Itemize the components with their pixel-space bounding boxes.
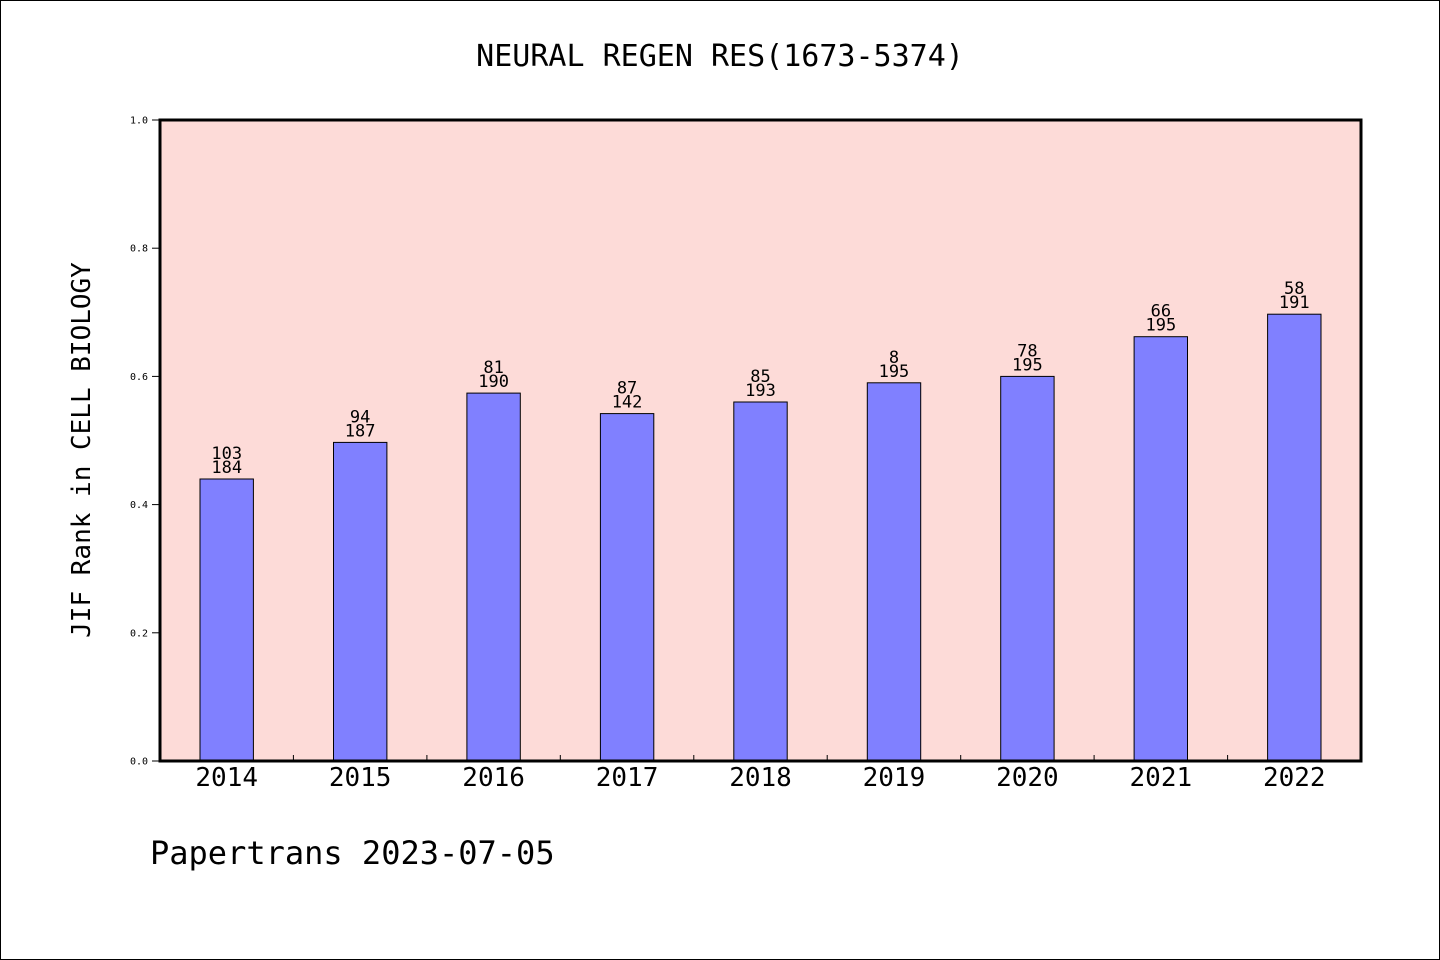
bar-total-label-2015: 187 [345,421,376,441]
bar-total-label-2016: 190 [478,372,509,392]
chart-title: NEURAL REGEN RES(1673-5374) [476,39,964,74]
bar-rank-label-2014: 103 [211,444,242,464]
footer-watermark: Papertrans 2023-07-05 [150,834,555,872]
x-tick-label-2022: 2022 [1263,763,1326,793]
x-tick-label-2017: 2017 [596,763,659,793]
x-tick-label-2014: 2014 [195,763,258,793]
bars-layer [199,313,1322,762]
y-axis-label: JIF Rank in CELL BIOLOGY [67,262,97,638]
y-axis: 0.0 0.2 0.4 0.6 0.8 1.0 [130,116,160,768]
x-tick-label-2018: 2018 [729,763,792,793]
bar-2021 [1133,336,1188,762]
x-tick-label-2021: 2021 [1130,763,1193,793]
x-tick-label-2020: 2020 [996,763,1059,793]
x-axis: 2014 2015 2016 2017 2018 2019 2020 2021 2022 [195,755,1326,793]
bar-2018 [733,401,788,762]
y-tick-label: 0.2 [130,628,148,639]
bar-2020 [1000,375,1055,762]
x-tick-label-2019: 2019 [863,763,926,793]
bar-total-label-2018: 193 [745,381,776,401]
y-tick-label: 0.0 [130,757,148,768]
bar-rank-label-2015: 94 [350,407,370,427]
bar-rank-label-2020: 78 [1017,341,1037,361]
x-tick-label-2015: 2015 [329,763,392,793]
x-tick-label-2016: 2016 [462,763,525,793]
y-tick-label: 0.4 [130,500,148,511]
plot-border [158,118,1363,763]
bar-total-label-2022: 191 [1279,293,1310,313]
bar-rank-label-2022: 58 [1284,279,1304,299]
bar-rank-label-2019: 8 [889,348,899,368]
y-tick-label: 1.0 [130,116,148,127]
bar-rank-label-2018: 85 [750,367,770,387]
bar-rank-label-2016: 81 [483,358,503,378]
bar-total-label-2021: 195 [1145,316,1176,336]
bar-total-label-2014: 184 [211,458,242,478]
y-tick-label: 0.6 [130,372,148,383]
bar-total-label-2017: 142 [612,393,643,413]
bar-total-label-2020: 195 [1012,355,1043,375]
bar-2017 [599,413,655,762]
bar-rank-label-2021: 66 [1151,302,1171,322]
y-tick-label: 0.8 [130,244,148,255]
bar-2014 [199,478,254,762]
bar-rank-label-2017: 87 [617,379,637,399]
bar-2016 [466,392,521,762]
bar-2015 [333,441,388,762]
bar-2019 [866,382,922,762]
bar-2022 [1267,313,1322,762]
bar-total-label-2019: 195 [879,362,910,382]
